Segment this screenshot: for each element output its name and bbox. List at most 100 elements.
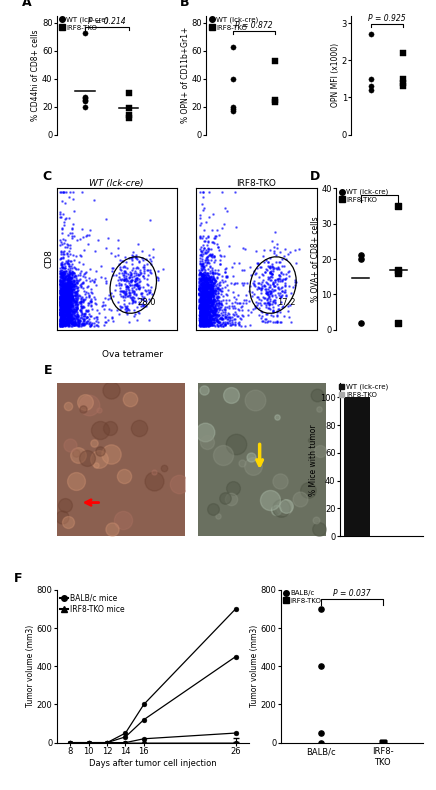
Point [134,269,141,281]
Point [205,255,212,268]
Point [60,316,67,329]
Point [215,228,222,241]
Point [63,237,70,250]
Point [274,314,281,327]
Point [60,305,67,318]
Point [214,308,221,321]
Point [255,291,262,303]
Point [56,270,63,283]
Point [132,265,139,277]
Point [198,279,205,292]
Point [199,295,206,308]
Point [65,287,72,299]
Point [202,305,209,318]
Point [216,317,223,329]
Point [60,314,67,326]
Point [262,315,269,328]
Point [61,271,68,284]
Point [202,278,209,291]
Point [199,294,206,307]
Point [68,290,75,303]
Point [58,320,65,333]
Point [266,271,273,284]
Point [202,314,209,326]
Point [65,294,72,307]
Point [197,314,204,326]
Point [62,312,69,325]
Point [105,289,112,302]
Point [65,289,72,302]
Point [203,286,210,299]
Point [60,310,67,323]
Point [129,251,136,264]
Point [204,299,211,311]
Point [212,314,219,326]
Point [204,284,211,297]
Point [58,293,65,306]
Point [198,308,205,321]
Point [126,296,133,309]
Point [63,300,70,313]
Point [69,289,76,302]
Point [221,318,228,331]
Point [78,309,85,322]
Point [74,308,81,321]
Point [214,299,221,312]
Point [73,234,80,246]
Point [271,262,278,275]
Point [60,318,67,330]
Point [206,299,213,312]
Point [206,293,213,306]
Point [234,310,241,322]
Point [257,261,264,273]
Point [231,309,238,322]
Point [197,305,204,318]
Point [213,298,220,310]
Point [214,292,221,305]
Point [82,26,89,39]
Point [262,285,269,298]
Point [201,292,208,305]
Point [58,306,65,318]
Point [206,270,213,283]
Point [201,303,208,315]
Point [203,307,210,319]
Point [216,268,223,280]
Point [129,297,136,310]
Point [208,250,215,262]
Point [258,283,265,295]
Point [67,288,74,301]
Point [200,318,207,330]
Point [212,309,219,322]
Point [78,302,85,314]
Point [58,292,65,305]
Point [129,250,136,262]
Point [64,281,71,294]
Point [66,292,73,304]
Point [215,313,222,325]
Point [200,294,207,307]
Point [68,280,75,293]
Point [208,281,215,294]
Point [201,304,208,317]
Point [219,311,226,324]
Point [73,273,80,286]
Point [205,290,212,303]
Point [204,279,211,292]
Point [91,319,98,332]
Point [201,292,208,304]
Point [60,294,67,307]
Legend: WT (lck-cre), IRF8-TKO: WT (lck-cre), IRF8-TKO [339,384,388,397]
Point [66,296,73,309]
Point [72,294,79,307]
Point [209,302,216,314]
Point [68,293,75,306]
Point [283,272,290,284]
Point [93,278,100,291]
Point [142,284,149,297]
Point [198,295,205,307]
Point [62,294,69,307]
Point [269,263,276,276]
Point [198,307,205,320]
Point [200,270,207,283]
